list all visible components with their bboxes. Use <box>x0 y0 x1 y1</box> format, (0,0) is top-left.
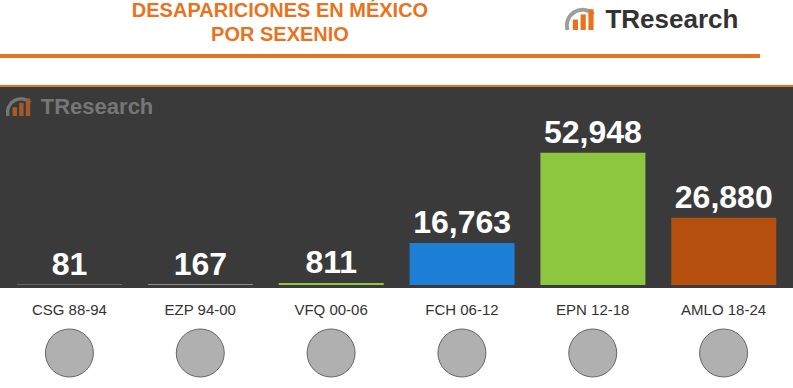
svg-text:FCH 06-12: FCH 06-12 <box>425 301 498 318</box>
svg-text:26,880: 26,880 <box>675 179 773 215</box>
svg-text:16,763: 16,763 <box>413 204 511 240</box>
html-text:TResearch: TResearch <box>605 4 739 35</box>
svg-text:81: 81 <box>52 246 88 282</box>
svg-text:EPN 12-18: EPN 12-18 <box>556 301 629 318</box>
svg-text:52,948: 52,948 <box>544 114 642 150</box>
html-text:TResearch: TResearch <box>40 94 154 120</box>
html-text:DESAPARICIONES EN MÉXICO POR S: DESAPARICIONES EN MÉXICO POR SEXENIO <box>131 0 429 45</box>
svg-text:EZP 94-00: EZP 94-00 <box>165 301 236 318</box>
svg-text:811: 811 <box>305 244 357 280</box>
svg-text:AMLO 18-24: AMLO 18-24 <box>681 301 766 318</box>
svg-text:167: 167 <box>174 246 227 282</box>
svg-text:VFQ 00-06: VFQ 00-06 <box>294 301 367 318</box>
svg-text:CSG 88-94: CSG 88-94 <box>32 301 107 318</box>
